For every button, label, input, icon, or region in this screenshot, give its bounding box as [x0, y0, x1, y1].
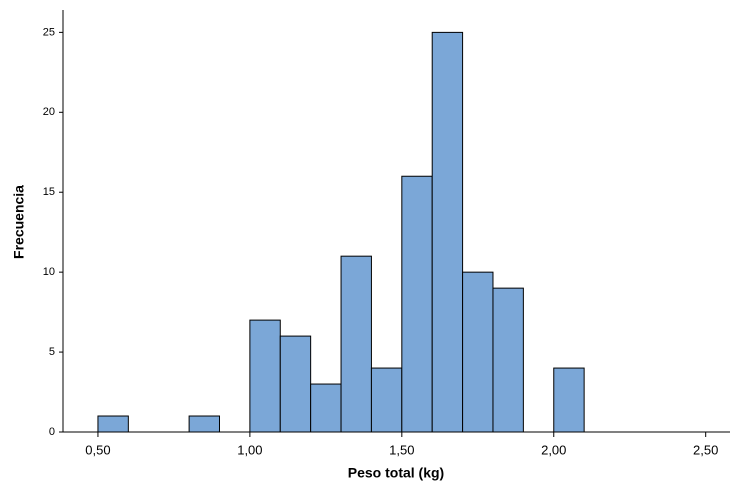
y-axis-title: Frecuencia	[11, 185, 27, 259]
bar	[340, 255, 372, 433]
bar	[462, 271, 494, 433]
x-tick-label: 1,00	[237, 442, 262, 457]
bar	[431, 31, 464, 433]
bar	[553, 367, 585, 433]
bar	[97, 415, 129, 433]
x-tick-label: 2,50	[693, 442, 718, 457]
y-tick-label: 20	[43, 106, 55, 118]
bar	[279, 335, 312, 433]
y-tick-label: 10	[43, 266, 55, 278]
x-axis-title: Peso total (kg)	[348, 465, 444, 481]
x-tick-label: 1,50	[389, 442, 414, 457]
bar	[370, 367, 403, 433]
bar	[310, 383, 342, 433]
bar	[492, 287, 524, 433]
y-tick-label: 0	[49, 426, 55, 438]
bar	[401, 175, 433, 433]
bar	[249, 319, 281, 433]
x-tick-label: 0,50	[85, 442, 110, 457]
y-tick-label: 15	[43, 186, 55, 198]
y-tick-label: 5	[49, 346, 55, 358]
x-tick-label: 2,00	[541, 442, 566, 457]
bar	[188, 415, 220, 433]
y-tick-label: 25	[43, 26, 55, 38]
